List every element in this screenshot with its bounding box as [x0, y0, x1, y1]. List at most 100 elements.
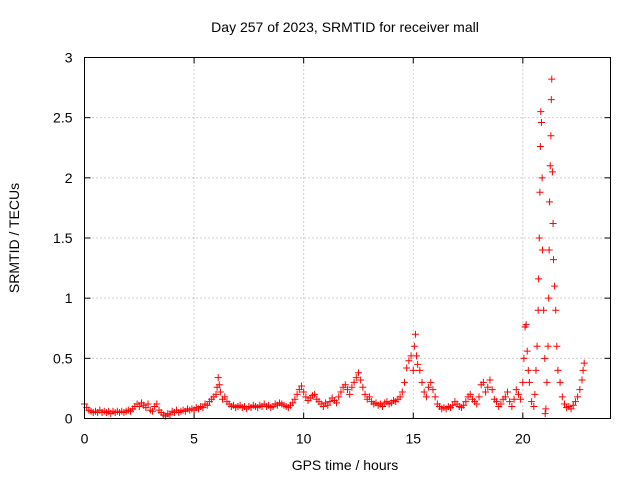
data-point	[449, 401, 457, 409]
axis-ticks	[84, 57, 611, 419]
data-point	[295, 386, 303, 394]
data-point	[567, 405, 575, 413]
data-point	[300, 388, 308, 396]
data-point	[531, 390, 539, 398]
data-point	[215, 381, 223, 389]
data-point	[535, 275, 543, 283]
data-point	[216, 388, 224, 396]
data-point	[466, 390, 474, 398]
data-point	[548, 75, 556, 83]
data-point	[365, 393, 373, 401]
data-point	[346, 390, 354, 398]
x-tick-label: 20	[515, 431, 531, 447]
y-tick-label: 1.5	[53, 230, 73, 246]
data-point	[558, 393, 566, 401]
data-point	[418, 378, 426, 386]
data-point	[400, 378, 408, 386]
data-point	[148, 407, 156, 415]
data-point	[532, 366, 540, 374]
data-point	[503, 388, 511, 396]
data-point	[506, 398, 514, 406]
x-tick-label: 0	[81, 431, 89, 447]
data-point	[545, 246, 553, 254]
x-tick-labels: 0 5 10 15 20	[81, 431, 531, 447]
data-point	[411, 330, 419, 338]
data-point	[541, 410, 549, 418]
data-point	[203, 401, 211, 409]
data-point	[348, 383, 356, 391]
data-point	[543, 378, 551, 386]
data-point	[525, 378, 533, 386]
data-point	[497, 400, 505, 408]
data-point	[510, 395, 518, 403]
data-point	[357, 376, 365, 384]
data-point	[493, 398, 501, 406]
y-tick-label: 2.5	[53, 110, 73, 126]
data-point	[574, 393, 582, 401]
data-point	[576, 386, 584, 394]
data-point	[488, 386, 496, 394]
data-point	[333, 399, 341, 407]
data-point	[410, 342, 418, 350]
data-point	[289, 399, 297, 407]
data-point	[541, 354, 549, 362]
data-point	[482, 388, 490, 396]
data-point	[542, 405, 550, 413]
data-point	[420, 388, 428, 396]
data-point	[361, 390, 369, 398]
data-point	[540, 306, 548, 314]
data-point	[517, 395, 525, 403]
x-tick-label: 10	[296, 431, 312, 447]
data-point	[396, 393, 404, 401]
data-point	[547, 96, 555, 104]
data-point	[552, 306, 560, 314]
data-point	[473, 400, 481, 408]
data-point	[546, 162, 554, 170]
x-axis-label: GPS time / hours	[292, 457, 399, 473]
data-point	[153, 400, 161, 408]
data-point	[414, 360, 422, 368]
data-point	[544, 342, 552, 350]
data-point	[398, 388, 406, 396]
data-point	[405, 357, 413, 365]
x-tick-label: 15	[405, 431, 421, 447]
data-point	[524, 366, 532, 374]
data-point	[580, 359, 588, 367]
data-point	[144, 400, 152, 408]
data-point	[556, 378, 564, 386]
y-tick-label: 0.5	[53, 350, 73, 366]
data-point	[522, 321, 530, 329]
data-point	[549, 220, 557, 228]
data-point	[553, 342, 561, 350]
data-point	[528, 398, 536, 406]
data-point	[379, 402, 387, 410]
y-tick-label: 2	[65, 170, 73, 186]
data-point	[422, 393, 430, 401]
data-point	[291, 395, 299, 403]
data-point	[578, 376, 586, 384]
data-point	[341, 381, 349, 389]
data-point	[427, 378, 435, 386]
data-point	[350, 378, 358, 386]
y-tick-label: 1	[65, 290, 73, 306]
data-point	[142, 404, 150, 412]
data-point	[429, 386, 437, 394]
data-point	[514, 390, 522, 398]
data-point	[221, 393, 229, 401]
data-point	[214, 374, 222, 382]
data-point	[533, 342, 541, 350]
data-point	[359, 383, 367, 391]
data-point	[547, 132, 555, 140]
data-point	[548, 168, 556, 176]
data-point	[550, 256, 558, 264]
data-point	[297, 382, 305, 390]
data-point	[319, 402, 327, 410]
data-point	[512, 386, 520, 394]
data-point	[519, 378, 527, 386]
data-point	[135, 402, 143, 410]
data-point	[546, 198, 554, 206]
data-point	[535, 234, 543, 242]
data-point	[344, 386, 351, 394]
data-point	[484, 383, 492, 391]
